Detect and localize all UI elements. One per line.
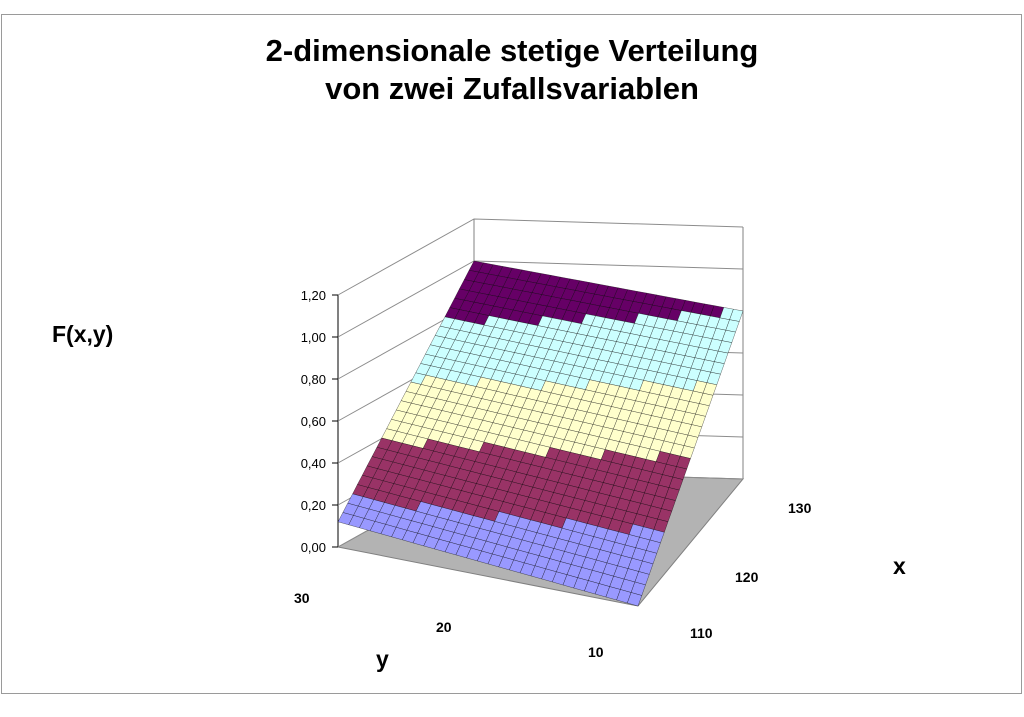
y-tick-label: 20 (436, 619, 452, 635)
z-gridline (337, 218, 744, 296)
z-tick-label: 0,20 (301, 498, 326, 513)
chart-surface (337, 260, 744, 607)
z-tick-label: 1,20 (301, 288, 326, 303)
z-tick-label: 0,00 (301, 540, 326, 555)
chart-title-line-2: von zwei Zufallsvariablen (325, 71, 699, 106)
z-tick-label: 1,00 (301, 330, 326, 345)
z-tick-label: 0,80 (301, 372, 326, 387)
z-tick-label: 0,60 (301, 414, 326, 429)
y-tick-label: 10 (588, 644, 604, 660)
chart-labels: 0,00 0,20 0,40 0,60 0,80 1,00 1,20 110 120 130 30 2… (294, 288, 812, 660)
x-axis-label: x (893, 553, 906, 579)
z-tick-label: 0,40 (301, 456, 326, 471)
y-axis-label: y (376, 646, 389, 672)
surface-cell (627, 592, 643, 607)
chart-title-line-1: 2-dimensionale stetige Verteilung (265, 33, 759, 68)
x-tick-label: 120 (735, 569, 759, 585)
z-axis-label: F(x,y) (52, 321, 113, 347)
x-tick-label: 130 (788, 500, 812, 516)
chart-title: 2-dimensionale stetige Verteilung von zw… (0, 32, 1024, 108)
y-tick-label: 30 (294, 590, 310, 606)
x-tick-label: 110 (690, 625, 713, 641)
